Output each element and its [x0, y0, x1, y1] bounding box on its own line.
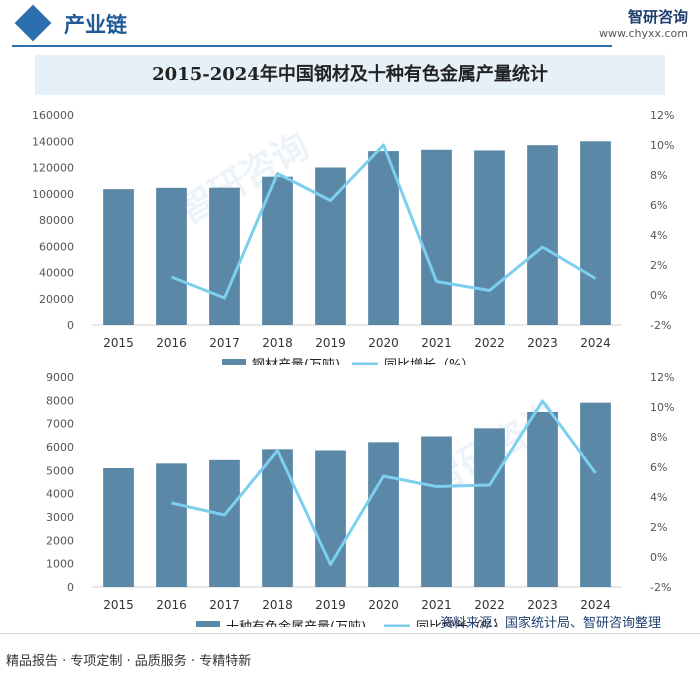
bar	[209, 459, 240, 587]
x-tick-label: 2022	[474, 336, 505, 350]
y-right-tick: -2%	[650, 319, 671, 332]
footer-tagline: 精品报告 · 专项定制 · 品质服务 · 专精特新	[6, 654, 252, 669]
y-right-tick: 2%	[650, 259, 667, 272]
bar	[368, 151, 399, 325]
bar	[209, 187, 240, 325]
source-note: 资料来源：国家统计局、智研咨询整理	[440, 616, 662, 631]
y-left-tick: 8000	[46, 394, 74, 407]
y-right-tick: 12%	[650, 109, 674, 122]
y-right-tick: 2%	[650, 521, 667, 534]
bar	[368, 442, 399, 587]
legend-label-bar: 十种有色金属产量(万吨)	[226, 619, 366, 627]
bar	[156, 463, 187, 587]
y-right-tick: 0%	[650, 551, 667, 564]
y-right-tick: 0%	[650, 289, 667, 302]
x-tick-label: 2016	[156, 598, 187, 612]
logo: 智研咨询 www.chyxx.com	[599, 6, 688, 40]
y-right-tick: 6%	[650, 199, 667, 212]
x-tick-label: 2023	[527, 336, 558, 350]
bar	[527, 412, 558, 587]
growth-line	[171, 399, 597, 566]
x-tick-label: 2020	[368, 336, 399, 350]
legend-label-line: 同比增长（%）	[384, 358, 474, 365]
x-tick-label: 2019	[315, 336, 346, 350]
logo-name: 智研咨询	[627, 8, 688, 26]
x-tick-label: 2021	[421, 598, 452, 612]
x-tick-label: 2018	[262, 598, 293, 612]
bar	[527, 145, 558, 325]
y-left-tick: 120000	[32, 162, 74, 175]
x-tick-label: 2023	[527, 598, 558, 612]
y-left-tick: 0	[67, 581, 74, 594]
y-left-tick: 3000	[46, 511, 74, 524]
x-tick-label: 2022	[474, 598, 505, 612]
y-left-tick: 4000	[46, 488, 74, 501]
y-left-tick: 40000	[39, 267, 74, 280]
y-left-tick: 5000	[46, 464, 74, 477]
x-tick-label: 2020	[368, 598, 399, 612]
x-tick-label: 2017	[209, 336, 240, 350]
bar	[421, 436, 452, 587]
y-right-tick: 12%	[650, 371, 674, 384]
y-left-tick: 7000	[46, 418, 74, 431]
x-tick-label: 2017	[209, 598, 240, 612]
bar	[474, 428, 505, 587]
bar	[315, 450, 346, 587]
y-left-tick: 80000	[39, 214, 74, 227]
growth-line	[170, 143, 597, 300]
chart-title: 2015-2024年中国钢材及十种有色金属产量统计	[152, 64, 548, 85]
x-tick-label: 2021	[421, 336, 452, 350]
section-title: 产业链	[64, 13, 127, 37]
legend-label-bar: 钢材产量(万吨)	[252, 358, 340, 365]
y-left-tick: 100000	[32, 188, 74, 201]
bar	[156, 187, 187, 325]
y-right-tick: 10%	[650, 139, 674, 152]
bar	[103, 468, 134, 587]
y-right-tick: 8%	[650, 169, 667, 182]
y-left-tick: 9000	[46, 371, 74, 384]
y-right-tick: 4%	[650, 229, 667, 242]
y-left-tick: 6000	[46, 441, 74, 454]
bar	[580, 141, 611, 325]
bar	[421, 149, 452, 325]
y-left-tick: 1000	[46, 558, 74, 571]
legend-swatch-bar	[222, 359, 246, 365]
header-divider	[12, 45, 612, 47]
steel-chart: 0 20000 40000 60000 80000 100000 120000 140000 1…	[32, 109, 674, 365]
x-tick-label: 2015	[103, 598, 134, 612]
x-tick-label: 2016	[156, 336, 187, 350]
bar	[262, 449, 293, 587]
x-tick-label: 2019	[315, 598, 346, 612]
legend-swatch-bar	[196, 621, 220, 627]
footer-divider	[0, 633, 700, 634]
y-left-tick: 2000	[46, 534, 74, 547]
x-tick-label: 2024	[580, 336, 611, 350]
y-left-tick: 60000	[39, 240, 74, 253]
y-right-tick: 4%	[650, 491, 667, 504]
title-banner	[35, 55, 665, 95]
x-tick-label: 2015	[103, 336, 134, 350]
y-left-tick: 140000	[32, 135, 74, 148]
y-left-tick: 160000	[32, 109, 74, 122]
nonferrous-chart: 0 1000 2000 3000 4000 5000 6000 7000 8000 9000 -2%…	[46, 371, 674, 627]
bar	[103, 189, 134, 325]
x-tick-label: 2018	[262, 336, 293, 350]
y-right-tick: 10%	[650, 401, 674, 414]
page-header: 产业链 智研咨询 www.chyxx.com	[0, 0, 700, 52]
logo-url: www.chyxx.com	[598, 27, 688, 40]
y-right-tick: 8%	[650, 431, 667, 444]
legend-label-line: 同比增长（%）	[416, 620, 506, 627]
y-left-tick: 0	[67, 319, 74, 332]
bar	[580, 402, 611, 587]
y-right-tick: 6%	[650, 461, 667, 474]
y-right-tick: -2%	[650, 581, 671, 594]
y-left-tick: 20000	[39, 293, 74, 306]
diamond-icon	[14, 4, 52, 42]
bar	[262, 176, 293, 325]
x-tick-label: 2024	[580, 598, 611, 612]
bar	[474, 150, 505, 325]
